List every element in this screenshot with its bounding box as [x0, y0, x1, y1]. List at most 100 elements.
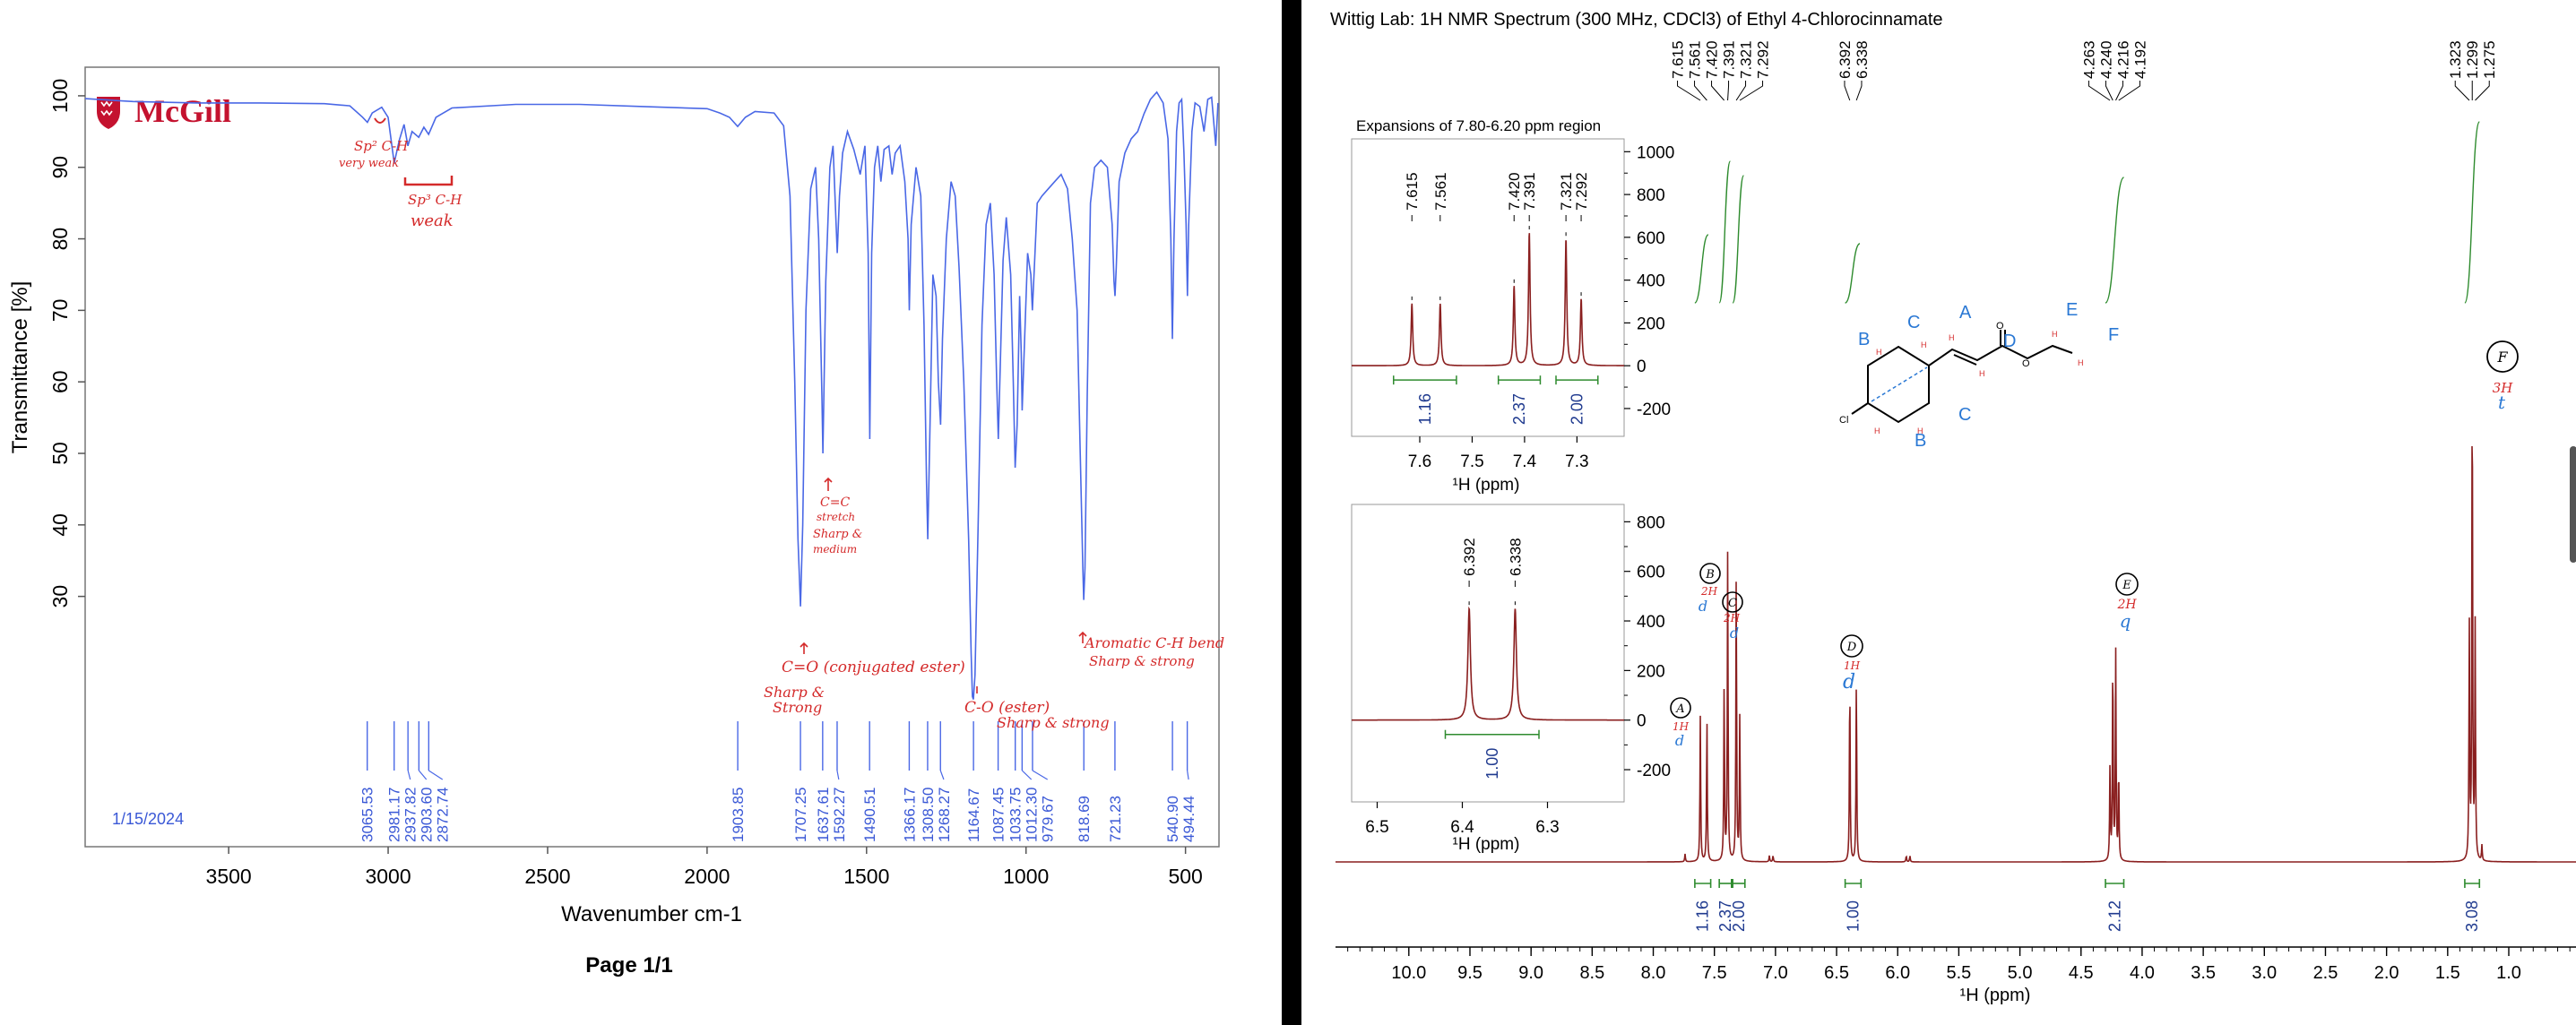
ir-peak-label: 2937.82 [402, 788, 419, 842]
nmr-integral-curve [1732, 175, 1745, 304]
atom-cl: Cl [1839, 415, 1848, 426]
inset2-y-tick-label: 800 [1637, 513, 1665, 532]
inset1-title: Expansions of 7.80-6.20 ppm region [1356, 117, 1601, 134]
ir-axes: 3500 3000 2500 2000 1500 1000 500 30 40 50 60 70 80 9… [48, 79, 1203, 888]
svg-text:1H: 1H [1844, 659, 1861, 672]
assignment-markers: A 1H d B 2H d C 2H d D [1670, 340, 2519, 749]
nmr-peak-leader [1855, 81, 1863, 101]
ir-peak-label: 1903.85 [730, 788, 747, 842]
ir-peak-label: 1592.27 [831, 788, 848, 842]
assignment-f: F 3H t [2486, 340, 2519, 413]
nmr-peak-label: 1.299 [2464, 40, 2481, 79]
ir-peak-leader [939, 770, 945, 780]
inset2-y-tick-label: 400 [1637, 613, 1665, 632]
nmr-integral-curve [1718, 160, 1732, 304]
ir-peak-label: 1164.67 [965, 788, 982, 842]
nmr-integral-value: 2.37 [1716, 900, 1734, 932]
nmr-x-tick-label: 1.5 [2435, 963, 2460, 983]
svg-text:3H: 3H [2493, 380, 2514, 396]
nmr-x-tick-label: 3.5 [2191, 963, 2216, 983]
ir-peak-leader [407, 770, 411, 780]
inset2-x-tick-label: 6.5 [1365, 818, 1388, 837]
nmr-integrals: 1.16 2.372.00 1.00 2.12 3.08 [1694, 879, 2481, 932]
ir-page-footer: Page 1/1 [585, 953, 672, 978]
nmr-peak-label: 7.561 [1687, 40, 1704, 79]
svg-text:C: C [1728, 597, 1737, 610]
inset1-y-tick-label: 0 [1637, 357, 1647, 376]
co-arrow [800, 642, 808, 654]
struct-label-c-bottom: C [1958, 405, 1971, 425]
ir-peak-label: 1087.45 [990, 788, 1007, 842]
svg-text:1H: 1H [1673, 720, 1690, 733]
ir-peak-leader [836, 770, 840, 780]
svg-text:F: F [2496, 349, 2508, 366]
molecule-structure: Cl O O A B C D E F B C H H H [1839, 300, 2119, 451]
ir-peak-leader [1187, 770, 1189, 780]
split-view-divider[interactable] [1282, 0, 2576, 1025]
nmr-x-tick-label: 9.5 [1457, 963, 1482, 983]
inset1-x-tick-label: 7.4 [1513, 452, 1537, 471]
ir-peak-label: 1366.17 [901, 788, 918, 842]
inset1-integral-value: 2.00 [1568, 393, 1586, 425]
struct-label-e: E [2066, 300, 2078, 320]
nmr-spectrum-line [1336, 445, 2576, 863]
nmr-integral-value: 2.12 [2105, 900, 2123, 932]
svg-text:2H: 2H [1723, 612, 1741, 624]
ir-x-tick-label: 2000 [684, 865, 730, 888]
ir-peak-label: 1308.50 [920, 788, 937, 842]
inset1-integral-value: 2.37 [1510, 393, 1528, 425]
ir-y-tick-label: 60 [48, 370, 72, 393]
ir-peak-leader [418, 770, 428, 780]
annotation-cc-1: C=C [820, 495, 850, 510]
benzene-dashed-line [1871, 366, 1928, 402]
svg-text:H: H [1949, 333, 1955, 342]
alkene-double-bond [1953, 354, 1977, 366]
svg-text:d: d [1843, 671, 1855, 693]
inset2-spectrum-line [1352, 606, 1624, 721]
nmr-integral-curves [1694, 121, 2480, 304]
inset2-y-tick-label: 0 [1637, 712, 1647, 731]
nmr-x-tick-label: 4.5 [2069, 963, 2094, 983]
nmr-x-tick-label: 1.0 [2496, 963, 2521, 983]
nmr-peak-label: 6.338 [1854, 40, 1871, 79]
ir-y-axis-label: Transmittance [%] [8, 281, 32, 454]
svg-text:E: E [2122, 579, 2131, 592]
nmr-integral-curve [1844, 243, 1861, 304]
nmr-peak-label: 6.392 [1837, 40, 1854, 79]
struct-label-b-bottom: B [1915, 431, 1926, 451]
svg-text:H: H [1917, 426, 1923, 435]
nmr-integral-curve [2105, 177, 2125, 304]
inset1-x-axis-label: ¹H (ppm) [1453, 476, 1520, 495]
nmr-x-tick-label: 7.0 [1763, 963, 1788, 983]
nmr-peak-label: 7.321 [1738, 40, 1755, 79]
svg-text:2H: 2H [1700, 585, 1718, 598]
nmr-peak-label: 1.275 [2481, 40, 2498, 79]
nmr-x-tick-label: 8.0 [1641, 963, 1666, 983]
divider-drag-handle[interactable] [2570, 446, 2576, 563]
struct-label-d: D [2003, 332, 2016, 351]
svg-text:H: H [1876, 348, 1882, 357]
nmr-peak-leader [1739, 81, 1764, 101]
nmr-peak-leader [1844, 81, 1851, 101]
nmr-x-tick-label: 2.5 [2313, 963, 2338, 983]
nmr-x-tick-label: 5.0 [2008, 963, 2033, 983]
ir-annotations: Sp² C-H very weak Sp³ C-H weak C=C stret… [339, 117, 1224, 731]
ir-peak-label: 540.90 [1164, 796, 1181, 842]
nmr-x-tick-label: 9.0 [1518, 963, 1543, 983]
inset1-y-tick-label: 400 [1637, 272, 1665, 291]
ir-y-tick-label: 80 [48, 228, 72, 251]
struct-label-c-top: C [1907, 313, 1920, 332]
nmr-x-tick-label: 5.5 [1947, 963, 1972, 983]
inset2-frame [1351, 504, 1625, 803]
ir-peak-leader [428, 770, 444, 780]
svg-text:H: H [1874, 426, 1880, 435]
inset1-peak-label: 7.292 [1573, 172, 1590, 211]
assignment-c: C 2H d [1722, 591, 1743, 642]
nmr-peak-leader [1727, 81, 1730, 101]
inset1-y-tick-label: 600 [1637, 229, 1665, 248]
annotation-cc-2: stretch [817, 511, 855, 523]
inset1-y-tick-label: 800 [1637, 186, 1665, 205]
nmr-inset-aromatic: Expansions of 7.80-6.20 ppm region -200 0… [1351, 117, 1674, 495]
svg-text:H: H [1921, 340, 1927, 349]
